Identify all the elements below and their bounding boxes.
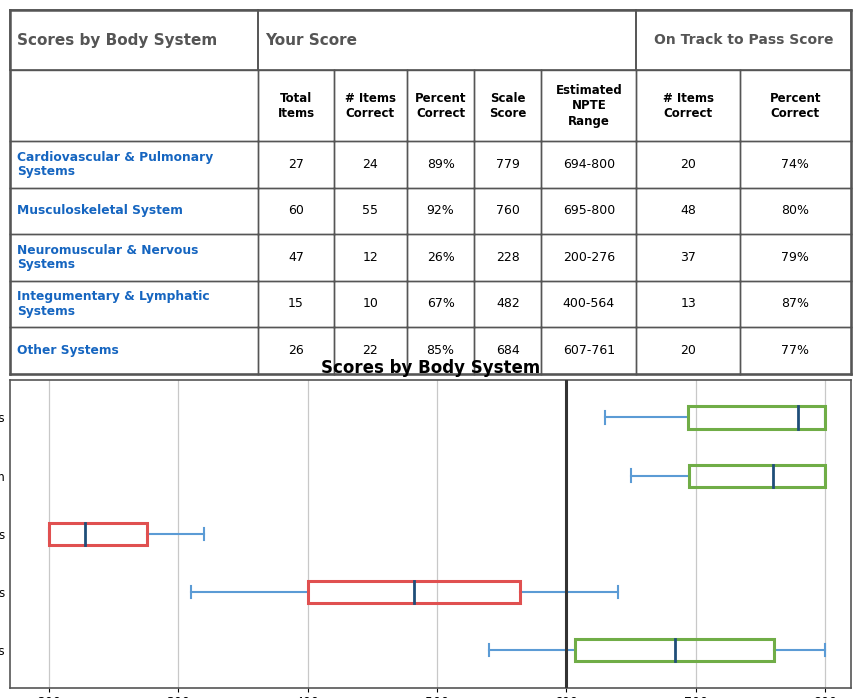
Text: 89%: 89%: [427, 158, 455, 171]
Text: 47: 47: [288, 251, 304, 264]
Text: 22: 22: [362, 344, 378, 357]
Bar: [307, 581, 520, 603]
Text: Neuromuscular & Nervous
Systems: Neuromuscular & Nervous Systems: [17, 244, 198, 272]
Text: 24: 24: [362, 158, 378, 171]
Text: 400-564: 400-564: [563, 297, 615, 311]
Text: 760: 760: [496, 205, 520, 218]
Text: 200-276: 200-276: [563, 251, 615, 264]
Text: Estimated
NPTE
Range: Estimated NPTE Range: [555, 84, 623, 128]
Text: Scale
Score: Scale Score: [489, 91, 526, 120]
Text: Percent
Correct: Percent Correct: [770, 91, 821, 120]
Bar: [688, 406, 825, 429]
Text: 74%: 74%: [781, 158, 809, 171]
Text: 80%: 80%: [781, 205, 809, 218]
Bar: [689, 464, 825, 487]
Bar: [575, 639, 774, 661]
Text: 67%: 67%: [427, 297, 455, 311]
Text: 85%: 85%: [426, 344, 455, 357]
Title: Scores by Body System: Scores by Body System: [321, 359, 540, 377]
Text: 26%: 26%: [427, 251, 455, 264]
Text: 77%: 77%: [781, 344, 809, 357]
Text: 92%: 92%: [427, 205, 455, 218]
Text: 87%: 87%: [781, 297, 809, 311]
Text: On Track to Pass Score: On Track to Pass Score: [653, 34, 833, 47]
Text: 37: 37: [680, 251, 696, 264]
Text: 27: 27: [288, 158, 304, 171]
Text: Your Score: Your Score: [265, 33, 357, 48]
Text: Musculoskeletal System: Musculoskeletal System: [17, 205, 183, 218]
Text: 13: 13: [680, 297, 696, 311]
Text: 60: 60: [288, 205, 304, 218]
Text: 228: 228: [496, 251, 520, 264]
Text: 695-800: 695-800: [563, 205, 615, 218]
Bar: [49, 523, 147, 544]
Text: Scores by Body System: Scores by Body System: [17, 33, 217, 48]
Text: 607-761: 607-761: [563, 344, 615, 357]
Text: 779: 779: [496, 158, 520, 171]
Text: 79%: 79%: [781, 251, 809, 264]
Text: Cardiovascular & Pulmonary
Systems: Cardiovascular & Pulmonary Systems: [17, 151, 214, 178]
Text: Integumentary & Lymphatic
Systems: Integumentary & Lymphatic Systems: [17, 290, 210, 318]
Text: 10: 10: [362, 297, 378, 311]
Text: Other Systems: Other Systems: [17, 344, 119, 357]
Text: # Items
Correct: # Items Correct: [663, 91, 714, 120]
Text: 55: 55: [362, 205, 379, 218]
Text: 20: 20: [680, 158, 696, 171]
Text: 12: 12: [362, 251, 378, 264]
Text: Total
Items: Total Items: [277, 91, 314, 120]
Text: 48: 48: [680, 205, 696, 218]
Text: 684: 684: [496, 344, 520, 357]
Text: Percent
Correct: Percent Correct: [415, 91, 467, 120]
Text: 20: 20: [680, 344, 696, 357]
Text: # Items
Correct: # Items Correct: [345, 91, 396, 120]
Text: 482: 482: [496, 297, 520, 311]
Text: 26: 26: [288, 344, 304, 357]
Text: 15: 15: [288, 297, 304, 311]
Text: 694-800: 694-800: [563, 158, 615, 171]
